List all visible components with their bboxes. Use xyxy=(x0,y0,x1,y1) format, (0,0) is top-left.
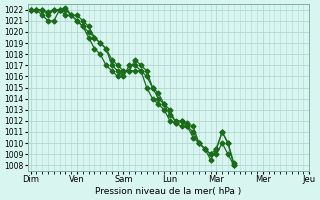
X-axis label: Pression niveau de la mer( hPa ): Pression niveau de la mer( hPa ) xyxy=(95,187,242,196)
